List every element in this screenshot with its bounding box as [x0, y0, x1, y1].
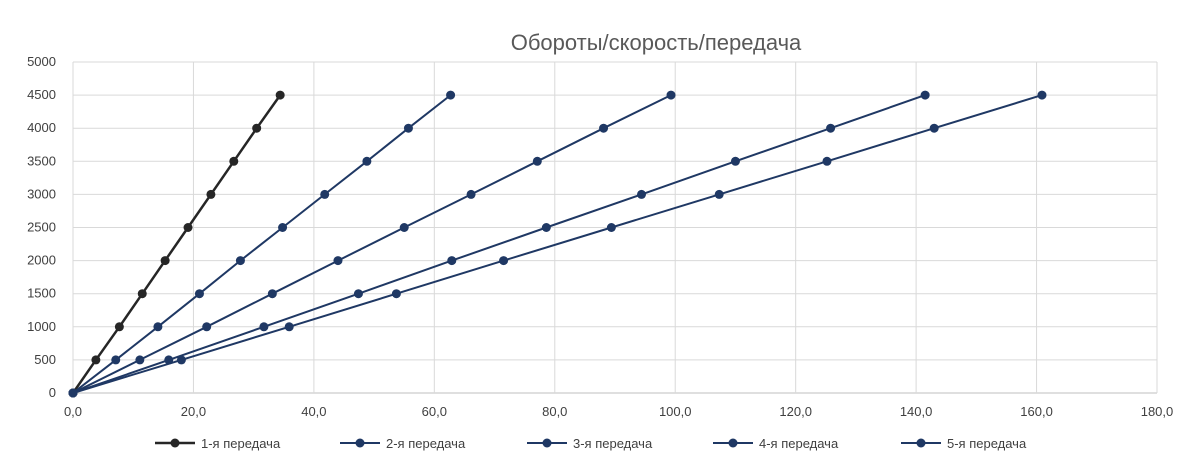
y-tick-label: 3500 [27, 153, 56, 168]
series-3 [68, 90, 676, 398]
legend-label: 1-я передача [201, 436, 281, 451]
data-point [275, 90, 285, 100]
legend-item-4: 4-я передача [713, 436, 839, 451]
data-point [499, 256, 509, 266]
x-tick-label: 160,0 [1020, 404, 1053, 419]
y-tick-label: 4500 [27, 87, 56, 102]
y-tick-label: 2000 [27, 253, 56, 268]
data-point [114, 322, 124, 332]
legend-label: 5-я передача [947, 436, 1027, 451]
x-tick-label: 120,0 [779, 404, 812, 419]
data-point [284, 322, 294, 332]
legend-item-3: 3-я передача [527, 436, 653, 451]
legend: 1-я передача 2-я передача 3-я передача 4-я … [155, 436, 1027, 451]
x-tick-label: 20,0 [181, 404, 206, 419]
data-point [259, 322, 269, 332]
x-tick-label: 100,0 [659, 404, 692, 419]
legend-swatch-marker [916, 438, 926, 448]
y-tick-label: 500 [34, 352, 56, 367]
x-tick-label: 60,0 [422, 404, 447, 419]
data-point [91, 355, 101, 365]
data-point [666, 90, 676, 100]
data-point [267, 289, 277, 299]
series-line [72, 94, 926, 394]
data-point [278, 223, 288, 232]
legend-item-1: 1-я передача [155, 436, 281, 451]
chart-title: Обороты/скорость/передача [511, 30, 802, 55]
series-5 [68, 90, 1047, 398]
data-point [68, 388, 78, 398]
data-point [929, 123, 939, 133]
series-line [72, 94, 1043, 394]
data-point [714, 189, 724, 199]
data-point [353, 289, 363, 299]
series-line [72, 94, 672, 394]
data-point [446, 90, 456, 100]
data-point [826, 123, 836, 133]
legend-swatch-marker [542, 438, 552, 448]
y-tick-label: 1500 [27, 286, 56, 301]
data-point [206, 189, 216, 199]
data-point [730, 156, 740, 166]
data-point [466, 189, 476, 199]
y-tick-label: 2500 [27, 220, 56, 235]
data-point [235, 256, 245, 266]
x-tick-label: 180,0 [1141, 404, 1174, 419]
series-layer [68, 90, 1047, 398]
series-2 [68, 90, 456, 398]
data-point [111, 355, 121, 365]
data-point [252, 123, 262, 133]
data-point [447, 256, 457, 266]
data-point [137, 289, 147, 299]
data-point [176, 355, 186, 365]
data-point [391, 289, 401, 299]
legend-label: 2-я передача [386, 436, 466, 451]
data-point [202, 322, 212, 332]
legend-item-5: 5-я передача [901, 436, 1027, 451]
y-tick-label: 1000 [27, 319, 56, 334]
legend-swatch-marker [355, 438, 365, 448]
series-4 [68, 90, 930, 398]
x-tick-label: 40,0 [301, 404, 326, 419]
y-tick-labels: 0 500 1000 1500 2000 2500 3000 3500 4000 4500 5000 [27, 54, 56, 400]
data-point [320, 189, 330, 199]
legend-swatch-marker [170, 438, 180, 448]
data-point [194, 289, 204, 299]
data-point [229, 156, 239, 166]
data-point [333, 256, 343, 266]
data-point [541, 223, 551, 232]
x-tick-label: 80,0 [542, 404, 567, 419]
legend-item-2: 2-я передача [340, 436, 466, 451]
series-line [71, 94, 282, 394]
data-point [920, 90, 930, 100]
data-point [606, 223, 616, 232]
y-tick-label: 0 [49, 385, 56, 400]
legend-swatch-marker [728, 438, 738, 448]
data-point [636, 189, 646, 199]
series-line [72, 94, 452, 394]
data-point [362, 156, 372, 166]
y-tick-label: 4000 [27, 120, 56, 135]
data-point [403, 123, 413, 133]
data-point [160, 256, 170, 266]
series-1 [68, 90, 285, 398]
x-tick-label: 0,0 [64, 404, 82, 419]
x-tick-label: 140,0 [900, 404, 933, 419]
data-point [399, 223, 409, 232]
y-tick-label: 5000 [27, 54, 56, 69]
data-point [153, 322, 163, 332]
data-point [1037, 90, 1047, 100]
x-tick-labels: 0,0 20,0 40,0 60,0 80,0 100,0 120,0 140,0 160,0 1… [64, 404, 1173, 419]
data-point [183, 223, 193, 232]
legend-label: 3-я передача [573, 436, 653, 451]
data-point [822, 156, 832, 166]
legend-label: 4-я передача [759, 436, 839, 451]
data-point [532, 156, 542, 166]
data-point [135, 355, 145, 365]
y-tick-label: 3000 [27, 186, 56, 201]
data-point [599, 123, 609, 133]
